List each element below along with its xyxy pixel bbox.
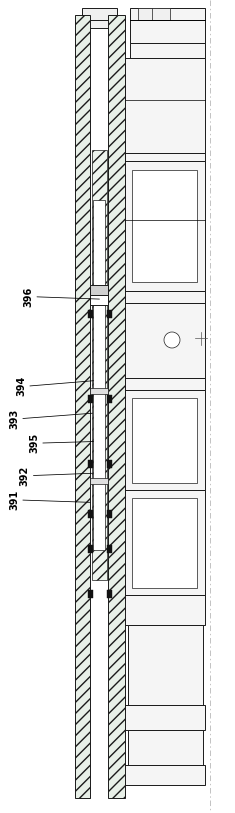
Bar	[93, 200, 105, 550]
Bar	[125, 490, 205, 595]
Bar	[82, 8, 117, 20]
Bar	[132, 498, 197, 588]
Bar	[125, 390, 205, 490]
Bar	[125, 303, 205, 378]
Bar	[125, 378, 205, 390]
Bar	[125, 291, 205, 303]
Bar	[90, 285, 108, 295]
Bar	[107, 590, 112, 598]
Bar	[128, 730, 203, 765]
Bar	[90, 295, 108, 305]
Bar	[128, 625, 203, 705]
Bar	[90, 478, 108, 484]
Text: 394: 394	[16, 376, 26, 396]
Bar	[120, 595, 205, 625]
Bar	[90, 388, 108, 394]
Bar	[132, 170, 197, 282]
Bar	[88, 395, 93, 403]
Bar	[125, 161, 205, 291]
Bar	[107, 310, 112, 318]
Text: 391: 391	[9, 490, 19, 510]
Bar	[88, 510, 93, 518]
Bar	[130, 8, 205, 43]
Bar	[88, 590, 93, 598]
Bar	[107, 460, 112, 468]
Text: 396: 396	[23, 287, 33, 307]
Bar	[92, 150, 107, 580]
Bar	[122, 765, 205, 785]
Text: 393: 393	[9, 409, 19, 428]
Bar	[130, 43, 205, 58]
Polygon shape	[108, 15, 125, 798]
Bar	[107, 510, 112, 518]
Bar	[88, 545, 93, 553]
Bar	[75, 20, 125, 28]
Bar	[88, 460, 93, 468]
Text: 392: 392	[20, 466, 30, 485]
Bar	[125, 705, 205, 730]
Bar	[107, 545, 112, 553]
Bar	[132, 398, 197, 483]
Circle shape	[164, 332, 180, 348]
Bar	[88, 310, 93, 318]
Bar	[125, 58, 205, 153]
Text: 395: 395	[29, 433, 39, 453]
Bar	[125, 153, 205, 161]
Bar	[152, 8, 170, 20]
Polygon shape	[75, 15, 90, 798]
Bar	[138, 8, 158, 20]
Bar	[107, 395, 112, 403]
